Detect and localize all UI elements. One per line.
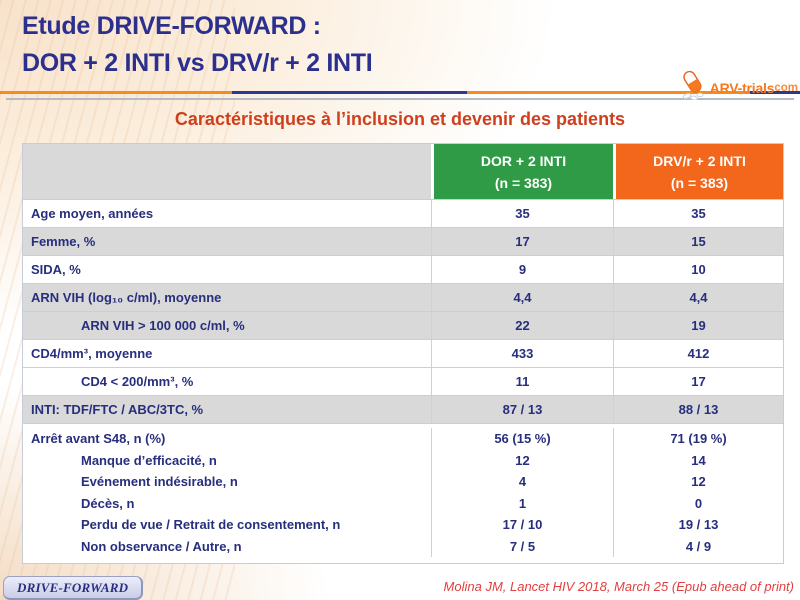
block-label: Evénement indésirable, n — [81, 474, 238, 489]
slide-subtitle: Caractéristiques à l’inclusion et deveni… — [174, 109, 626, 129]
header-drv-n: (n = 383) — [670, 174, 729, 191]
table-row: ARN VIH (log₁₀ c/ml), moyenne 4,4 4,4 — [23, 283, 783, 311]
logo-suffix: com — [774, 81, 798, 94]
drv-value: 71 (19 %) — [670, 431, 727, 446]
discontinuation-block: Arrêt avant S48, n (%) Manque d’efficaci… — [23, 423, 783, 563]
header-drv-column: DRV/r + 2 INTI (n = 383) — [613, 144, 783, 199]
slide-title-line2: DOR + 2 INTI vs DRV/r + 2 INTI — [22, 49, 373, 77]
divider-segment-orange — [0, 91, 232, 94]
table-row: CD4/mm³, moyenne 433 412 — [23, 339, 783, 367]
header-empty-cell — [23, 144, 431, 199]
divider-segment-navy — [750, 91, 800, 94]
block-drv-values: 71 (19 %) 14 12 0 19 / 13 4 / 9 — [613, 428, 783, 557]
block-label: Perdu de vue / Retrait de consentement, … — [81, 517, 341, 532]
table-row: CD4 < 200/mm³, % 11 17 — [23, 367, 783, 395]
table-row: Age moyen, années 35 35 — [23, 199, 783, 227]
block-label: Manque d’efficacité, n — [81, 452, 217, 468]
divider-segment-orange — [467, 91, 751, 94]
drv-value: 4,4 — [613, 284, 783, 311]
divider-line-top — [0, 91, 800, 94]
drv-value: 88 / 13 — [613, 396, 783, 423]
row-label: CD4 < 200/mm³, % — [81, 374, 194, 389]
slide-title-line1: Etude DRIVE-FORWARD : — [22, 12, 321, 40]
header-dor-column: DOR + 2 INTI (n = 383) — [431, 144, 613, 199]
table-row: SIDA, % 9 10 — [23, 255, 783, 283]
logo-text: ARV-trials — [709, 79, 775, 96]
header-drv-label: DRV/r + 2 INTI — [653, 152, 746, 169]
drv-value: 17 — [613, 368, 783, 395]
divider-line-bottom — [6, 98, 794, 100]
citation-text: Molina JM, Lancet HIV 2018, March 25 (Ep… — [443, 579, 794, 594]
baseline-characteristics-table: DOR + 2 INTI (n = 383) DRV/r + 2 INTI (n… — [22, 143, 784, 564]
drv-value: 14 — [691, 452, 706, 468]
drv-value: 35 — [613, 200, 783, 227]
block-label: Arrêt avant S48, n (%) — [31, 431, 166, 446]
pill-capsule-icon — [678, 70, 710, 105]
drv-value: 12 — [691, 474, 706, 489]
dor-value: 12 — [515, 452, 530, 468]
dor-value: 35 — [431, 200, 613, 227]
dor-value: 17 — [431, 228, 613, 255]
drv-value: 4 / 9 — [685, 538, 712, 554]
table-row: ARN VIH > 100 000 c/ml, % 22 19 — [23, 311, 783, 339]
block-label: Non observance / Autre, n — [81, 538, 242, 554]
drv-value: 15 — [613, 228, 783, 255]
block-labels: Arrêt avant S48, n (%) Manque d’efficaci… — [23, 428, 431, 557]
drv-value: 0 — [694, 495, 703, 511]
header-dor-label: DOR + 2 INTI — [480, 152, 567, 169]
arv-trials-logo: ARV-trials com — [678, 70, 798, 105]
dor-value: 9 — [431, 256, 613, 283]
drv-value: 10 — [613, 256, 783, 283]
table-row: Femme, % 17 15 — [23, 227, 783, 255]
dor-value: 4 — [518, 474, 527, 489]
divider-segment-navy — [232, 91, 468, 94]
dor-value: 433 — [431, 340, 613, 367]
header-dor-n: (n = 383) — [494, 174, 553, 191]
dor-value: 87 / 13 — [431, 396, 613, 423]
drv-value: 412 — [613, 340, 783, 367]
dor-value: 11 — [431, 368, 613, 395]
slide-title: Etude DRIVE-FORWARD : DOR + 2 INTI vs DR… — [22, 8, 373, 82]
dor-value: 22 — [431, 312, 613, 339]
table-row: INTI: TDF/FTC / ABC/3TC, % 87 / 13 88 / … — [23, 395, 783, 423]
block-label: Décès, n — [81, 495, 135, 511]
drv-value: 19 / 13 — [678, 517, 719, 532]
row-label: ARN VIH (log₁₀ c/ml), moyenne — [31, 290, 222, 305]
row-label: ARN VIH > 100 000 c/ml, % — [81, 318, 245, 333]
row-label: Age moyen, années — [31, 206, 154, 221]
dor-value: 1 — [518, 495, 527, 511]
dor-value: 7 / 5 — [509, 538, 536, 554]
table-header-row: DOR + 2 INTI (n = 383) DRV/r + 2 INTI (n… — [23, 144, 783, 199]
drv-value: 19 — [613, 312, 783, 339]
dor-value: 4,4 — [431, 284, 613, 311]
block-dor-values: 56 (15 %) 12 4 1 17 / 10 7 / 5 — [431, 428, 613, 557]
row-label: SIDA, % — [31, 262, 81, 277]
study-name-badge: DRIVE-FORWARD — [3, 576, 144, 600]
dor-value: 17 / 10 — [502, 517, 543, 532]
row-label: Femme, % — [31, 234, 96, 249]
row-label: INTI: TDF/FTC / ABC/3TC, % — [31, 402, 204, 417]
row-label: CD4/mm³, moyenne — [31, 346, 153, 361]
dor-value: 56 (15 %) — [494, 431, 551, 446]
